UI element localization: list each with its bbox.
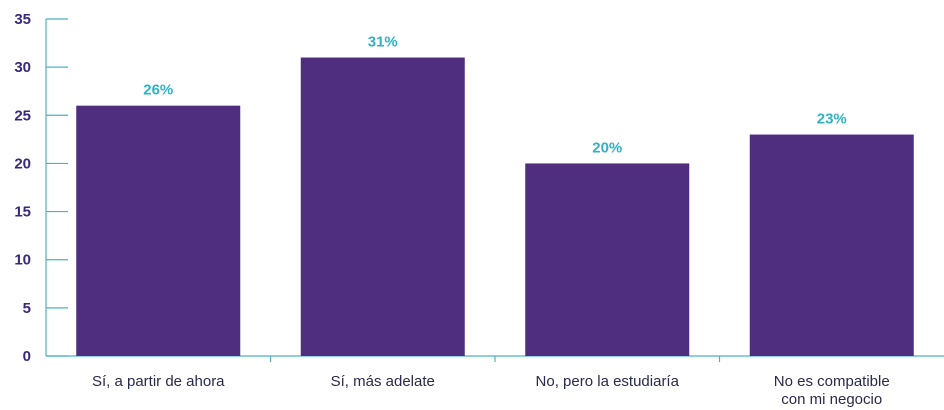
bars	[76, 57, 914, 357]
y-tick-label: 30	[14, 59, 31, 76]
y-tick-label: 20	[14, 155, 31, 172]
y-tick-label: 0	[23, 348, 31, 365]
y-tick-label: 25	[14, 107, 31, 124]
category-label: Sí, a partir de ahora	[92, 373, 225, 390]
y-tick-label: 35	[14, 11, 31, 28]
category-label: No, pero la estudiaría	[536, 373, 680, 390]
category-label: Sí, más adelate	[331, 373, 435, 390]
y-tick-label: 15	[14, 204, 31, 221]
data-label: 26%	[143, 82, 173, 99]
category-label-line: Sí, más adelate	[331, 373, 435, 390]
y-tick-label: 5	[23, 300, 31, 317]
y-tick-label: 10	[14, 252, 31, 269]
data-label: 31%	[368, 34, 398, 51]
category-label-line: Sí, a partir de ahora	[92, 373, 225, 390]
category-label-line: No, pero la estudiaría	[536, 373, 680, 390]
category-label: No es compatible con mi negocio	[774, 373, 890, 408]
category-label-line: con mi negocio	[781, 391, 882, 408]
bar	[749, 134, 914, 356]
labels: 26% Sí, a partir de ahora 31% Sí, más adela…	[92, 34, 890, 408]
data-label: 23%	[817, 111, 847, 128]
bar	[300, 57, 465, 357]
bar	[76, 105, 241, 357]
category-label-line: No es compatible	[774, 373, 890, 390]
bar	[525, 163, 690, 356]
data-label: 20%	[592, 139, 622, 156]
